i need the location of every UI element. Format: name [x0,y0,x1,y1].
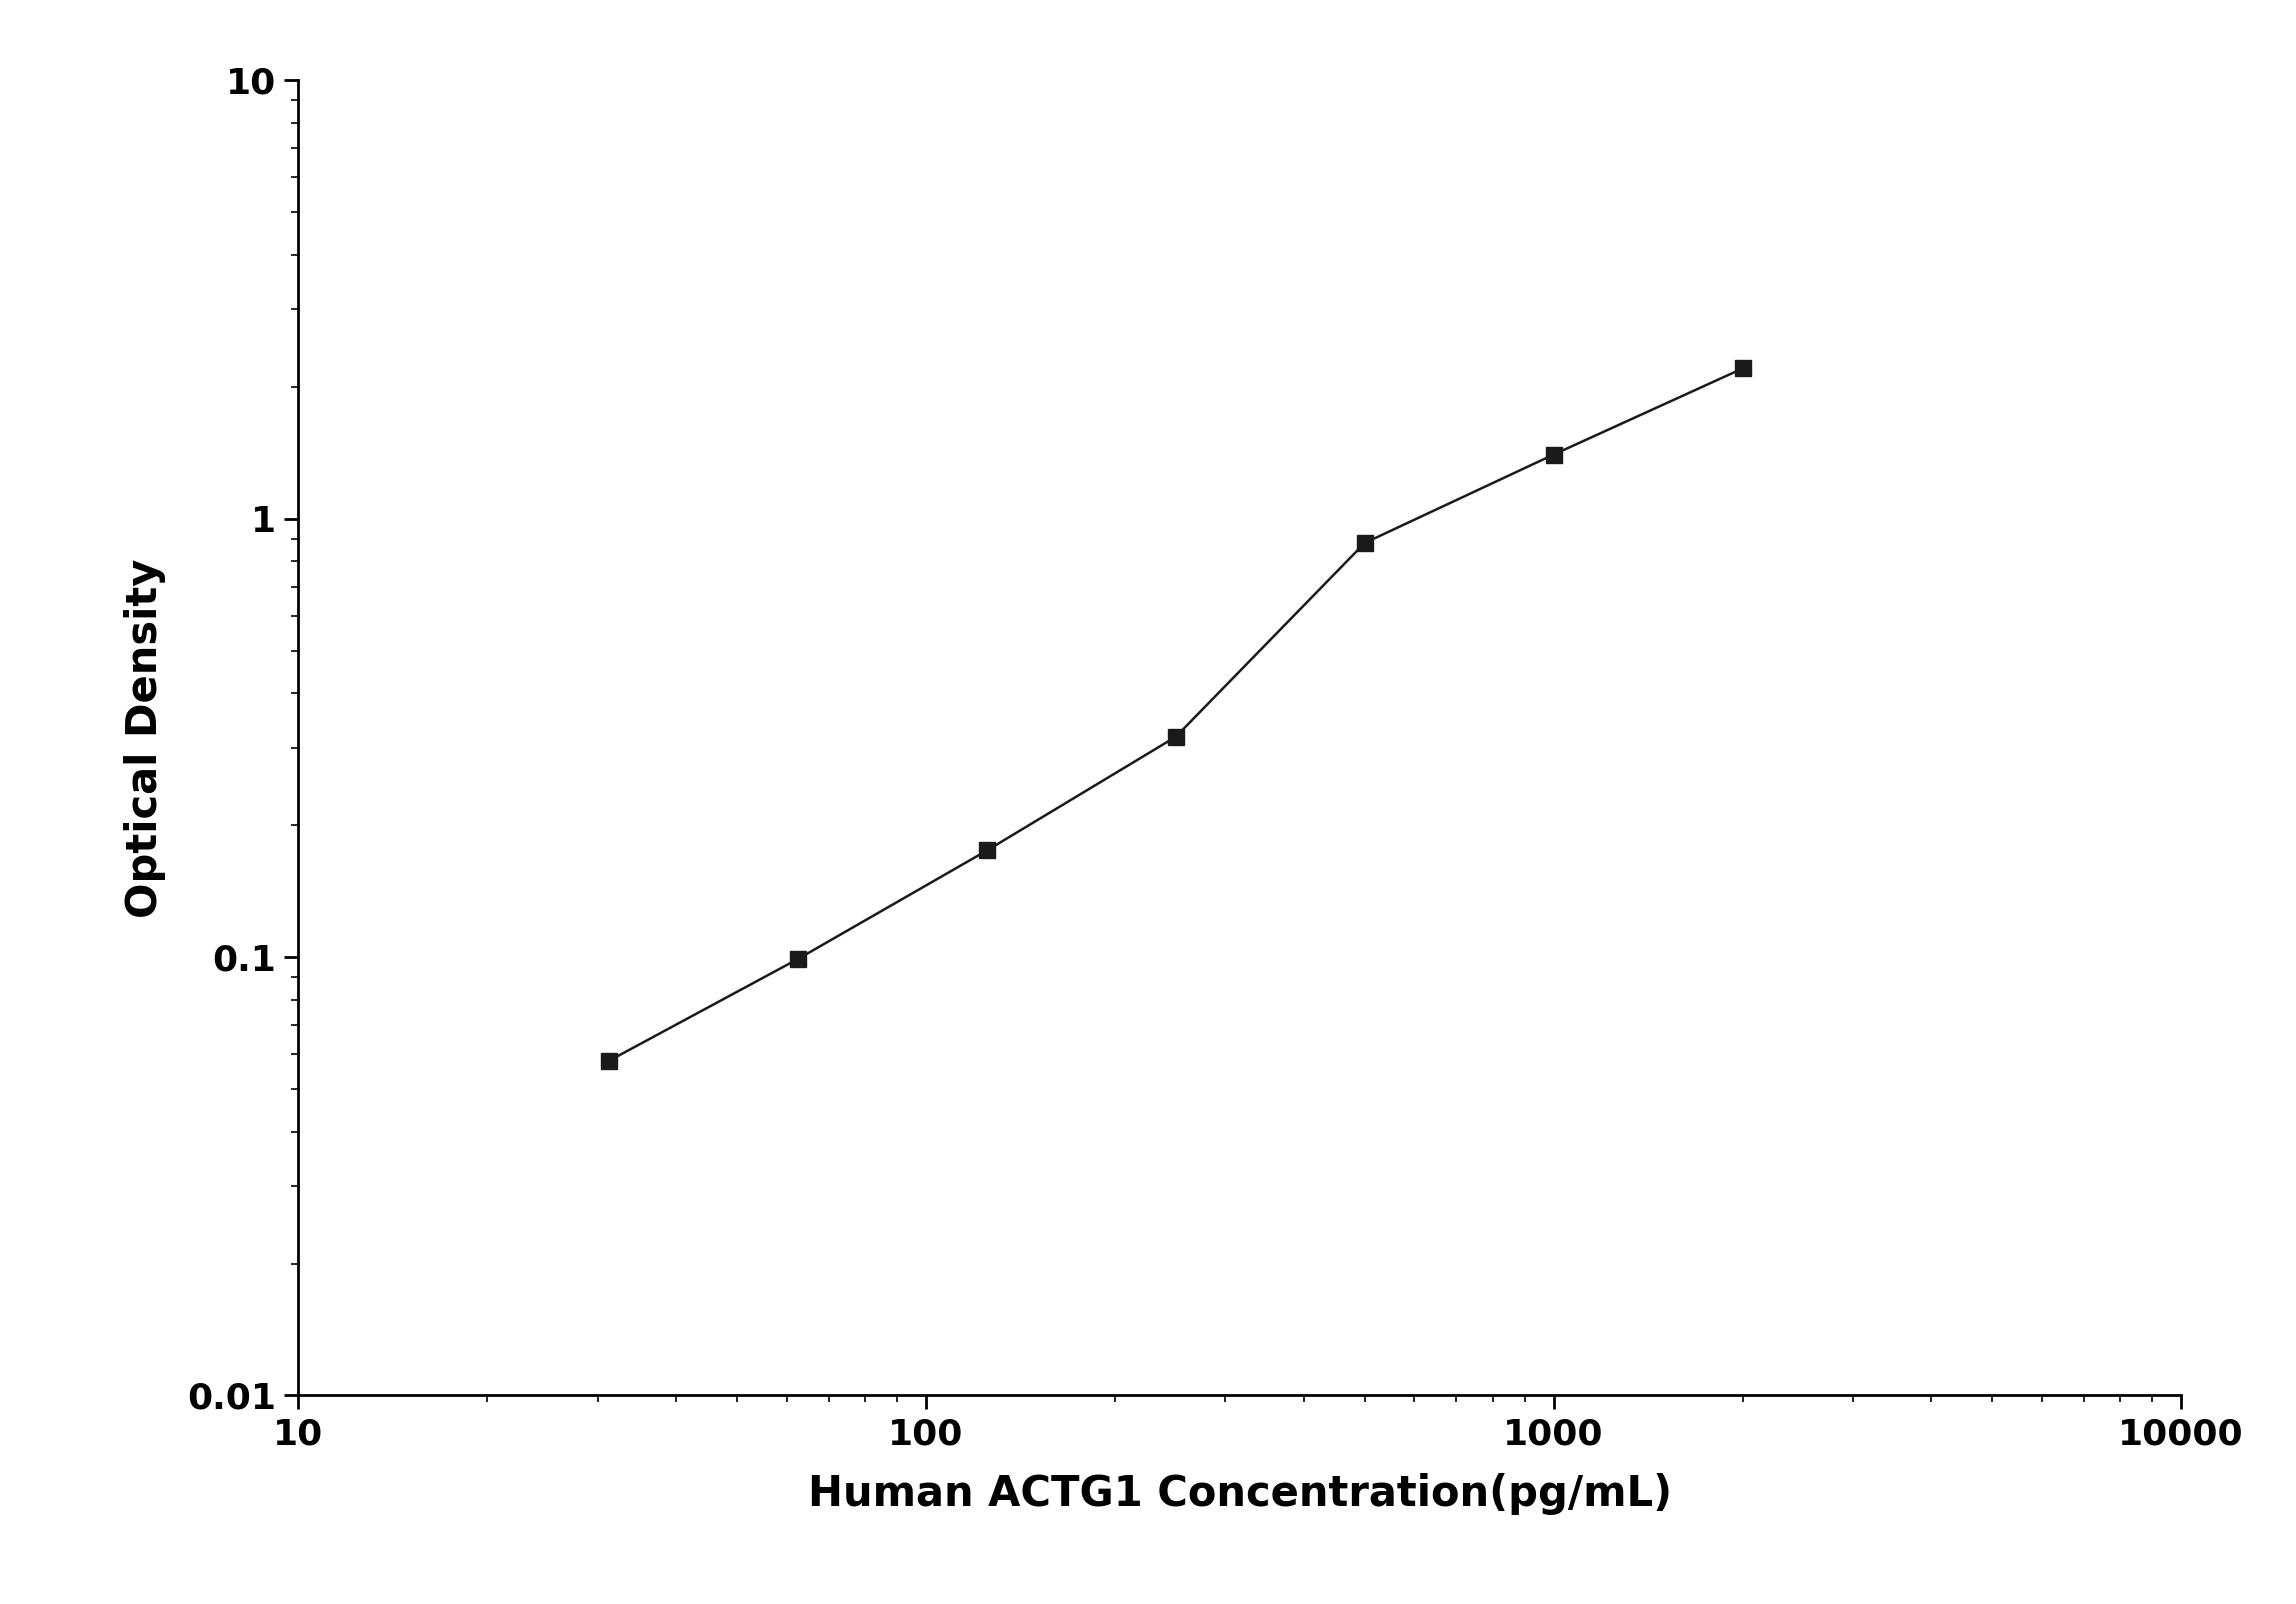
Y-axis label: Optical Density: Optical Density [124,558,165,917]
X-axis label: Human ACTG1 Concentration(pg/mL): Human ACTG1 Concentration(pg/mL) [808,1472,1671,1514]
